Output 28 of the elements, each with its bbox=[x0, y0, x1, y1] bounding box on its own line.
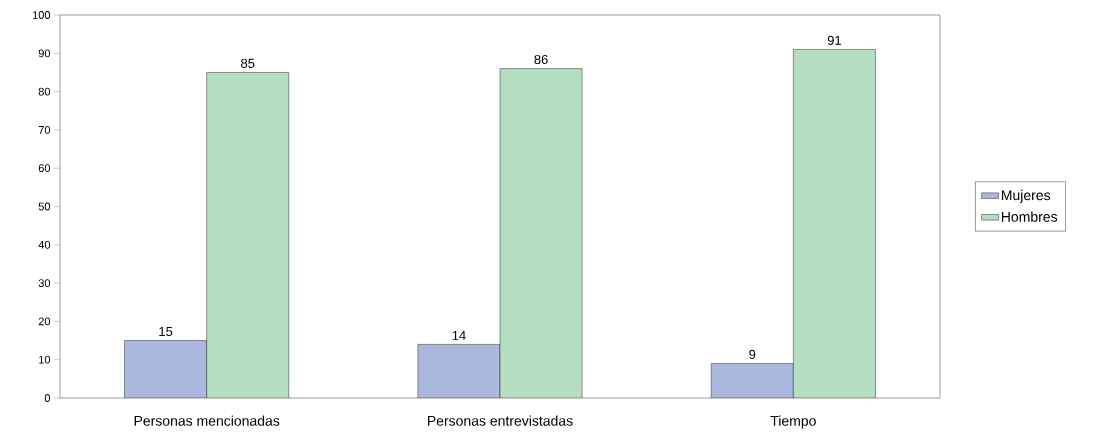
y-tick-label: 70 bbox=[38, 126, 51, 134]
y-tick-label: 100 bbox=[32, 11, 51, 19]
data-label: 91 bbox=[827, 35, 841, 45]
bar bbox=[793, 49, 876, 398]
y-tick-label: 20 bbox=[38, 317, 51, 326]
bar bbox=[124, 340, 207, 398]
legend-label: Mujeres bbox=[1001, 189, 1051, 203]
y-tick-label: 50 bbox=[38, 202, 51, 211]
legend-label: Hombres bbox=[1001, 211, 1058, 222]
y-tick-label: 10 bbox=[39, 355, 51, 364]
y-tick-label: 80 bbox=[38, 87, 51, 96]
data-label: 86 bbox=[534, 54, 548, 65]
data-label: 85 bbox=[241, 58, 255, 68]
data-label: 14 bbox=[452, 330, 466, 340]
bar bbox=[417, 344, 501, 398]
data-label: 9 bbox=[749, 349, 756, 360]
bar bbox=[499, 68, 583, 398]
bar bbox=[711, 363, 794, 398]
bar bbox=[206, 72, 289, 398]
y-tick-label: 30 bbox=[38, 279, 51, 287]
y-tick-label: 40 bbox=[38, 240, 51, 249]
data-label: 15 bbox=[159, 326, 173, 337]
y-tick-label: 0 bbox=[44, 394, 51, 402]
y-tick-label: 60 bbox=[38, 164, 51, 173]
x-tick-label: Tiempo bbox=[770, 415, 816, 429]
y-tick-label: 90 bbox=[38, 49, 51, 58]
x-tick-label: Personas mencionadas bbox=[134, 415, 280, 426]
x-tick-label: Personas entrevistadas bbox=[428, 415, 573, 426]
